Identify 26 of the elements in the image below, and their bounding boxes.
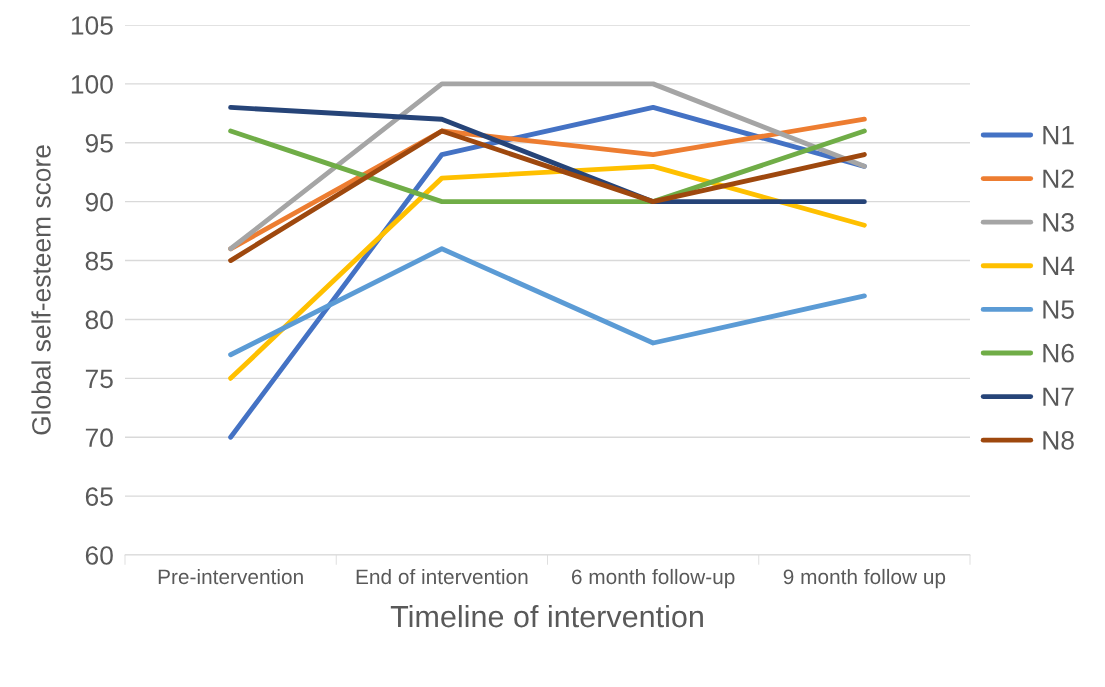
x-tick-label: Pre-intervention	[158, 568, 303, 585]
x-tick-label: 9 month follow up	[783, 568, 946, 589]
x-tick-label: 6 month follow-up	[571, 568, 735, 589]
legend-label: N2	[1043, 169, 1074, 188]
legend-label: N8	[1043, 430, 1074, 450]
x-axis-title: Timeline of intervention	[390, 604, 703, 628]
y-axis-title: Global self-esteem score	[31, 145, 51, 435]
y-tick-label: 85	[85, 251, 113, 271]
legend-label: N1	[1043, 126, 1074, 145]
legend-label: N6	[1043, 343, 1074, 363]
legend-label: N3	[1043, 213, 1074, 232]
y-tick-label: 100	[71, 75, 113, 94]
y-tick-label: 60	[85, 546, 113, 565]
y-tick-label: 90	[85, 192, 113, 212]
line-series	[228, 128, 867, 263]
y-tick-label: 80	[85, 310, 113, 330]
y-tick-label: 75	[85, 369, 113, 389]
x-tick-label: End of intervention	[356, 568, 528, 585]
y-tick-label: 95	[85, 133, 113, 153]
y-tick-label: 70	[85, 428, 113, 448]
y-tick-label: 105	[71, 16, 113, 35]
legend-label: N4	[1043, 256, 1075, 276]
y-tick-label: 65	[85, 487, 113, 506]
line-series	[228, 246, 867, 358]
legend-label: N5	[1043, 300, 1074, 319]
legend-label: N7	[1043, 387, 1074, 406]
